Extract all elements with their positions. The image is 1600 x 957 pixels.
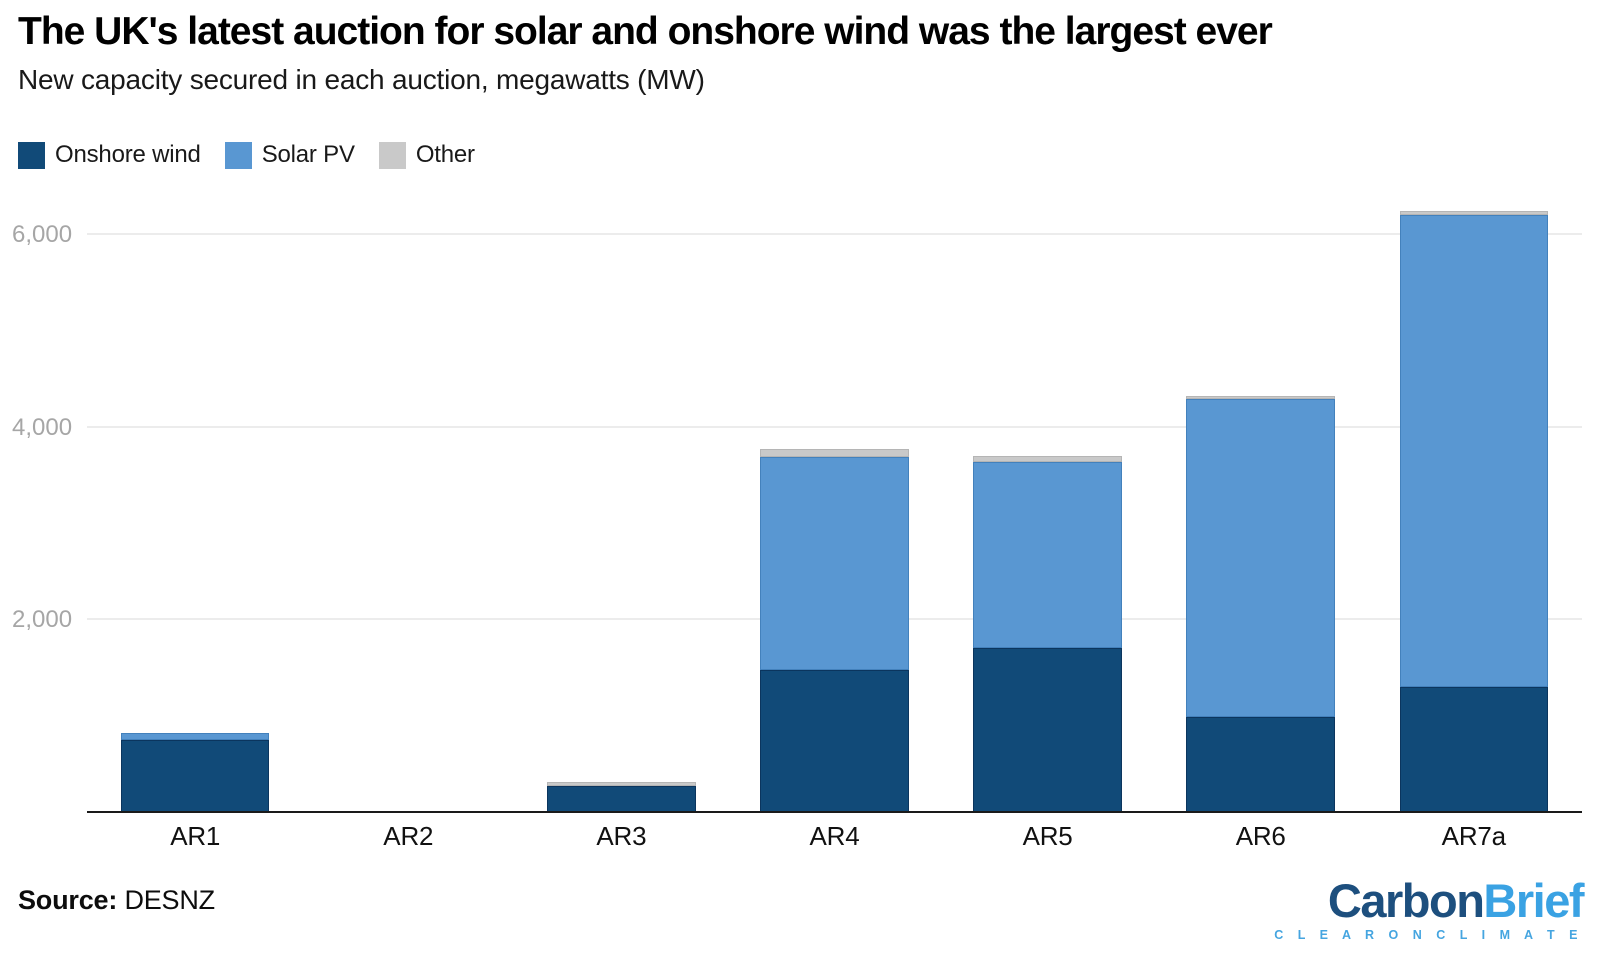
x-axis-line — [87, 810, 1582, 813]
bar-segment-solar-pv-ar5 — [973, 462, 1122, 648]
legend-label: Other — [415, 141, 475, 168]
x-axis-label-ar3: AR3 — [596, 821, 647, 851]
bar-segment-solar-pv-ar6 — [1186, 399, 1335, 717]
chart-title: The UK's latest auction for solar and on… — [18, 10, 1273, 53]
legend-swatch-solar-pv-icon — [224, 141, 252, 169]
x-axis-label-ar6: AR6 — [1235, 821, 1286, 851]
carbonbrief-logo-wordmark: CarbonBrief — [1274, 873, 1585, 927]
source-value: DESNZ — [124, 885, 215, 915]
bar-segment-other-ar3 — [547, 781, 696, 786]
source-label: Source: — [18, 885, 118, 915]
bar-segment-solar-pv-ar1 — [120, 732, 270, 740]
x-axis-label-ar5: AR5 — [1022, 821, 1073, 851]
y-axis-tick-label: 6,000 — [12, 220, 73, 248]
source-line: Source: DESNZ — [18, 885, 215, 916]
bar-segment-solar-pv-ar7a — [1399, 214, 1549, 687]
bar-segment-other-ar7a — [1399, 211, 1549, 215]
legend-swatch-other-icon — [378, 141, 406, 169]
bar-segment-onshore-wind-ar5 — [973, 647, 1122, 812]
bar-segment-onshore-wind-ar7a — [1399, 686, 1549, 812]
legend-label: Onshore wind — [55, 141, 201, 168]
legend-label: Solar PV — [261, 141, 355, 168]
logo-brief-text: Brief — [1483, 873, 1584, 927]
bar-segment-onshore-wind-ar4 — [760, 669, 909, 812]
gridline-4,000 — [87, 425, 1582, 428]
gridline-6,000 — [87, 232, 1582, 235]
legend: Onshore wind Solar PV Other — [18, 141, 475, 169]
legend-item-onshore-wind: Onshore wind — [18, 141, 201, 169]
bar-segment-onshore-wind-ar3 — [547, 785, 696, 812]
y-axis-tick-label: 2,000 — [12, 606, 73, 634]
legend-swatch-onshore-wind-icon — [18, 141, 45, 169]
legend-item-other: Other — [378, 141, 475, 169]
bar-segment-other-ar6 — [1186, 396, 1335, 400]
logo-tagline: C L E A R O N C L I M A T E — [1274, 927, 1583, 942]
bar-segment-other-ar4 — [760, 448, 909, 457]
x-axis-label-ar1: AR1 — [170, 821, 221, 851]
y-axis-tick-label: 4,000 — [12, 413, 73, 441]
bar-segment-other-ar5 — [973, 455, 1122, 463]
bar-segment-onshore-wind-ar6 — [1186, 716, 1335, 812]
x-axis-label-ar2: AR2 — [383, 821, 434, 851]
chart-subtitle: New capacity secured in each auction, me… — [18, 64, 705, 95]
bar-segment-onshore-wind-ar1 — [120, 739, 270, 812]
x-axis-label-ar7a: AR7a — [1441, 821, 1506, 851]
bar-segment-solar-pv-ar4 — [760, 456, 909, 670]
carbonbrief-logo: CarbonBrief C L E A R O N C L I M A T E — [1274, 873, 1585, 942]
logo-carbon-text: Carbon — [1327, 873, 1485, 927]
x-axis-label-ar4: AR4 — [809, 821, 860, 851]
legend-item-solar-pv: Solar PV — [224, 141, 355, 169]
